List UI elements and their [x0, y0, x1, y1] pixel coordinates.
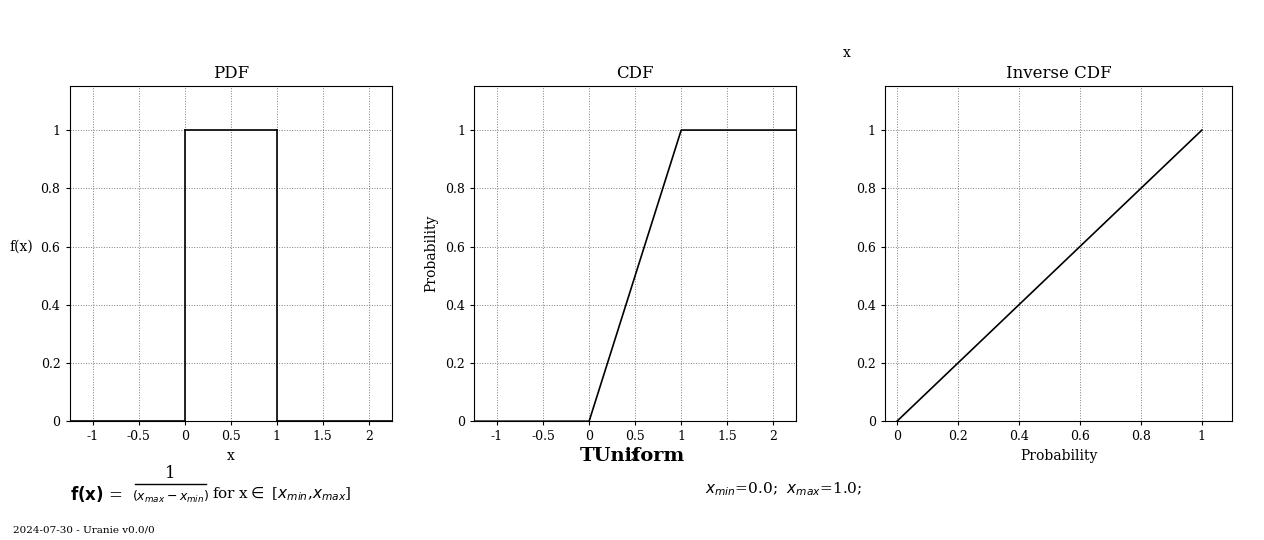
Title: CDF: CDF [617, 65, 653, 82]
Text: 2024-07-30 - Uranie v0.0/0: 2024-07-30 - Uranie v0.0/0 [13, 525, 154, 535]
Text: $\mathbf{f(x)}$ =: $\mathbf{f(x)}$ = [70, 484, 124, 504]
X-axis label: x: x [226, 449, 235, 463]
Text: TUniform: TUniform [579, 447, 685, 465]
X-axis label: Probability: Probability [1020, 449, 1097, 463]
Title: Inverse CDF: Inverse CDF [1006, 65, 1111, 82]
Y-axis label: Probability: Probability [425, 215, 439, 293]
Y-axis label: f(x): f(x) [9, 240, 33, 254]
Text: for x$\in$ [$x_{min}$,$x_{max}$]: for x$\in$ [$x_{min}$,$x_{max}$] [212, 485, 351, 503]
Text: 1: 1 [166, 465, 176, 482]
Text: $(x_{max}-x_{min})$: $(x_{max}-x_{min})$ [133, 489, 209, 505]
Text: x: x [843, 45, 851, 59]
X-axis label: x: x [631, 449, 640, 463]
Text: $x_{min}$=0.0;  $x_{max}$=1.0;: $x_{min}$=0.0; $x_{max}$=1.0; [705, 480, 862, 497]
Title: PDF: PDF [212, 65, 249, 82]
